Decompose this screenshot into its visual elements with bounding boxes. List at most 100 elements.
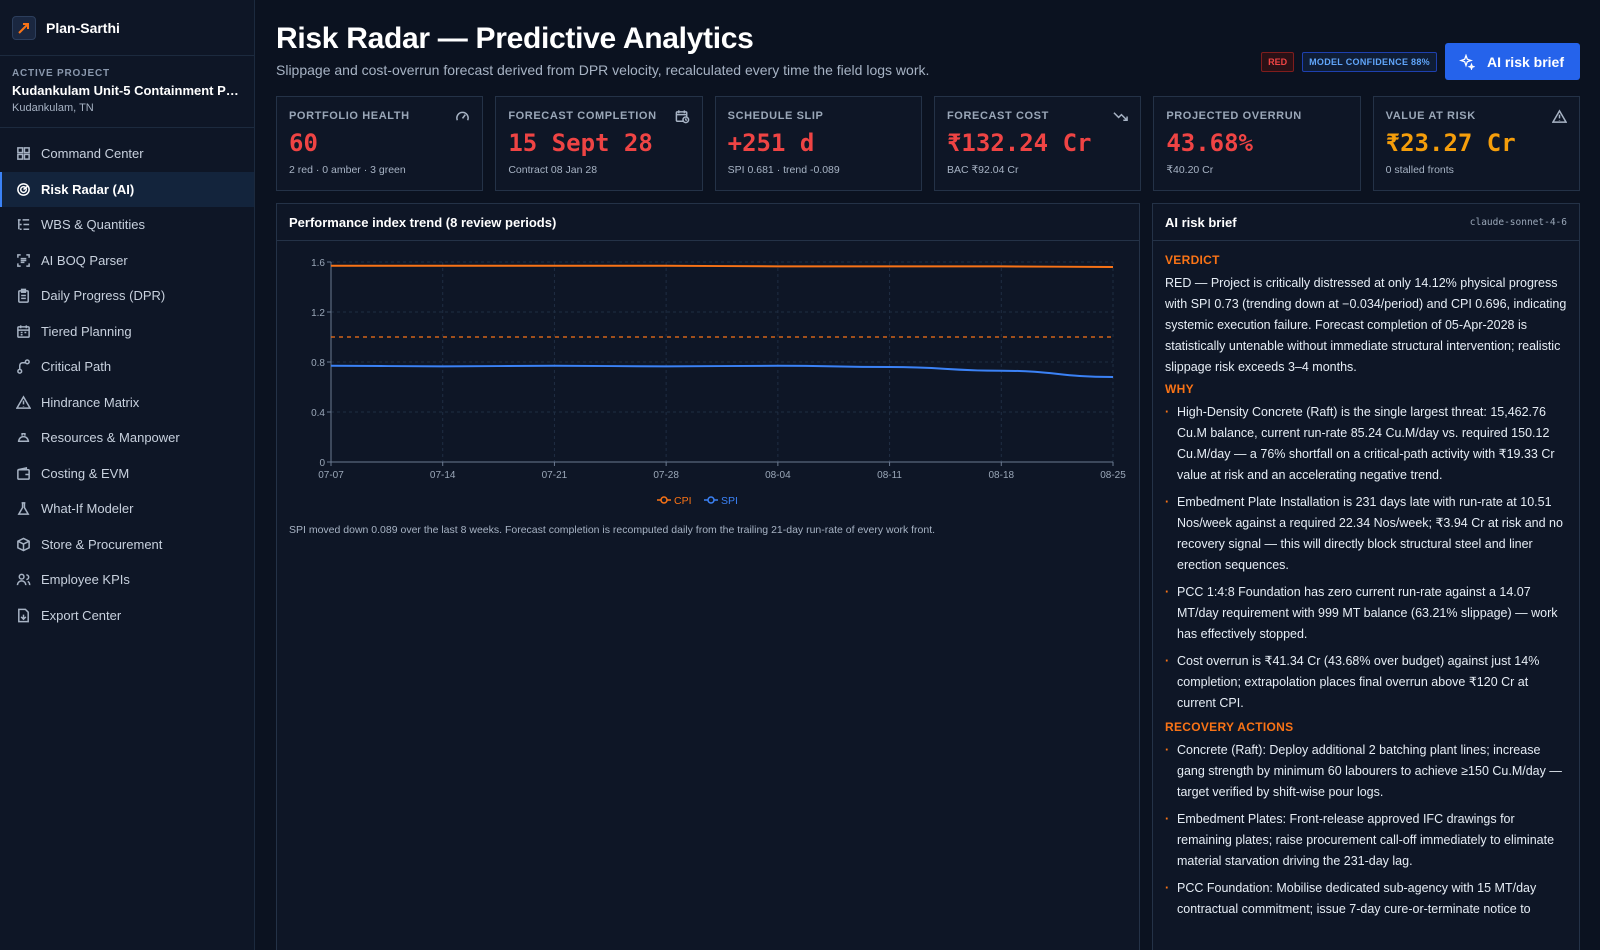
- sidebar-item-costing-evm[interactable]: Costing & EVM: [0, 456, 254, 492]
- sidebar-item-label: Risk Radar (AI): [41, 181, 135, 197]
- project-selector[interactable]: ACTIVE PROJECT Kudankulam Unit-5 Contain…: [0, 56, 254, 128]
- sidebar-item-label: Costing & EVM: [41, 465, 130, 481]
- sidebar-item-store-procurement[interactable]: Store & Procurement: [0, 527, 254, 563]
- x-tick-label: 07-28: [653, 470, 679, 481]
- panel-header: AI risk brief claude-sonnet-4-6: [1153, 204, 1579, 241]
- chart-note: SPI moved down 0.089 over the last 8 wee…: [289, 524, 936, 536]
- sidebar-item-employee-kpis[interactable]: Employee KPIs: [0, 562, 254, 598]
- kpi-sub: Contract 08 Jan 28: [508, 164, 598, 176]
- sidebar-item-label: Export Center: [41, 607, 122, 623]
- gauge-icon: [455, 109, 470, 129]
- list-item: PCC Foundation: Mobilise dedicated sub-a…: [1165, 878, 1567, 920]
- warning-triangle-icon: [1551, 109, 1568, 129]
- why-list: High-Density Concrete (Raft) is the sing…: [1165, 402, 1567, 714]
- scan-text-icon: [15, 252, 31, 268]
- sidebar-item-what-if[interactable]: What-If Modeler: [0, 491, 254, 527]
- panel-header: Performance index trend (8 review period…: [277, 204, 1139, 241]
- kpi-card-value-at-risk[interactable]: VALUE AT RISK ₹23.27 Cr 0 stalled fronts: [1372, 96, 1580, 191]
- kpi-label: FORECAST COST: [946, 110, 1049, 122]
- x-tick-label: 08-11: [877, 470, 902, 481]
- kpi-value: 60: [289, 129, 318, 157]
- kpi-label: PROJECTED OVERRUN: [1166, 110, 1302, 122]
- wallet-icon: [15, 465, 31, 481]
- series-line-cpi: [331, 264, 1114, 268]
- kpi-card-forecast-completion[interactable]: FORECAST COMPLETION 15 Sept 28 Contract …: [495, 96, 703, 191]
- project-location: Kudankulam, TN: [12, 102, 94, 114]
- sidebar-item-export-center[interactable]: Export Center: [0, 598, 254, 634]
- grid-icon: [15, 146, 31, 162]
- sidebar-item-label: AI BOQ Parser: [41, 252, 128, 268]
- kpi-value: +251 d: [727, 129, 815, 157]
- trending-down-icon: [1113, 109, 1129, 129]
- sidebar-item-label: Daily Progress (DPR): [41, 288, 166, 304]
- kpi-value: 43.68%: [1166, 129, 1254, 157]
- sidebar-item-label: Hindrance Matrix: [41, 394, 140, 410]
- sidebar-item-wbs[interactable]: WBS & Quantities: [0, 207, 254, 243]
- kpi-sub: 0 stalled fronts: [1385, 164, 1454, 176]
- series-line-spi: [330, 364, 1114, 378]
- x-tick-label: 07-07: [318, 470, 344, 481]
- y-tick-label: 0.8: [311, 358, 325, 369]
- ai-brief-panel: AI risk brief claude-sonnet-4-6 VERDICT …: [1152, 203, 1580, 950]
- kpi-card-projected-overrun[interactable]: PROJECTED OVERRUN 43.68% ₹40.20 Cr: [1153, 96, 1361, 191]
- sidebar-item-label: Command Center: [41, 146, 144, 162]
- calendar-clock-icon: [675, 109, 690, 129]
- page-title: Risk Radar — Predictive Analytics: [276, 22, 754, 55]
- sidebar-item-label: Tiered Planning: [41, 323, 132, 339]
- y-tick-label: 1.6: [311, 258, 325, 269]
- sidebar-item-label: Store & Procurement: [41, 536, 163, 552]
- sidebar-item-dpr[interactable]: Daily Progress (DPR): [0, 278, 254, 314]
- verdict-heading: VERDICT: [1165, 253, 1220, 267]
- kpi-label: FORECAST COMPLETION: [508, 110, 657, 122]
- legend-marker-dot: [660, 496, 668, 504]
- kpi-card-forecast-cost[interactable]: FORECAST COST ₹132.24 Cr BAC ₹92.04 Cr: [933, 96, 1142, 191]
- sidebar-item-boq-parser[interactable]: AI BOQ Parser: [0, 243, 254, 279]
- sidebar-item-label: Critical Path: [41, 359, 112, 375]
- users-icon: [15, 572, 31, 588]
- verdict-text: RED — Project is critically distressed a…: [1165, 276, 1567, 374]
- calendar-icon: [15, 323, 31, 339]
- clipboard-icon: [15, 288, 31, 304]
- legend-label: CPI: [674, 495, 692, 507]
- kpi-value: ₹23.27 Cr: [1385, 129, 1516, 157]
- project-label: ACTIVE PROJECT: [12, 68, 110, 79]
- list-item: Embedment Plates: Front-release approved…: [1165, 809, 1567, 872]
- sidebar-item-tiered-planning[interactable]: Tiered Planning: [0, 314, 254, 350]
- route-icon: [15, 359, 31, 375]
- sidebar-item-critical-path[interactable]: Critical Path: [0, 349, 254, 385]
- sidebar-item-hindrance-matrix[interactable]: Hindrance Matrix: [0, 385, 254, 421]
- x-tick-label: 08-25: [1100, 470, 1126, 481]
- y-tick-label: 0: [319, 458, 325, 469]
- logo-icon: [12, 15, 36, 40]
- list-item: Concrete (Raft): Deploy additional 2 bat…: [1165, 740, 1567, 803]
- legend-label: SPI: [721, 495, 738, 507]
- kpi-card-portfolio-health[interactable]: PORTFOLIO HEALTH 60 2 red · 0 amber · 3 …: [276, 96, 484, 191]
- sidebar-item-resources[interactable]: Resources & Manpower: [0, 420, 254, 456]
- list-item: PCC 1:4:8 Foundation has zero current ru…: [1165, 582, 1567, 645]
- kpi-row: PORTFOLIO HEALTH 60 2 red · 0 amber · 3 …: [276, 96, 1580, 191]
- brand[interactable]: Plan-Sarthi: [0, 0, 254, 56]
- confidence-badge: MODEL CONFIDENCE 88%: [1302, 51, 1437, 72]
- x-tick-label: 08-04: [765, 470, 791, 481]
- kpi-card-schedule-slip[interactable]: SCHEDULE SLIP +251 d SPI 0.681 · trend -…: [714, 96, 922, 191]
- sidebar-item-risk-radar[interactable]: Risk Radar (AI): [0, 171, 254, 207]
- x-tick-label: 07-21: [542, 470, 568, 481]
- ai-risk-brief-button[interactable]: AI risk brief: [1444, 43, 1580, 80]
- y-tick-label: 0.4: [311, 408, 325, 419]
- package-icon: [15, 536, 31, 552]
- x-tick-label: 07-14: [430, 470, 456, 481]
- kpi-sub: BAC ₹92.04 Cr: [946, 164, 1019, 176]
- sparkles-icon: [1459, 53, 1475, 70]
- kpi-sub: 2 red · 0 amber · 3 green: [289, 164, 406, 176]
- kpi-label: SCHEDULE SLIP: [727, 110, 824, 122]
- radar-icon: [15, 181, 31, 197]
- hard-hat-icon: [15, 430, 31, 446]
- brand-name: Plan-Sarthi: [46, 19, 120, 36]
- ai-button-label: AI risk brief: [1486, 53, 1564, 70]
- sidebar-item-label: What-If Modeler: [41, 501, 134, 517]
- x-tick-label: 08-18: [988, 470, 1014, 481]
- kpi-label: PORTFOLIO HEALTH: [289, 110, 410, 122]
- sidebar-item-command-center[interactable]: Command Center: [0, 136, 254, 172]
- brief-body: VERDICT RED — Project is critically dist…: [1153, 241, 1579, 920]
- list-item: Embedment Plate Installation is 231 days…: [1165, 492, 1567, 576]
